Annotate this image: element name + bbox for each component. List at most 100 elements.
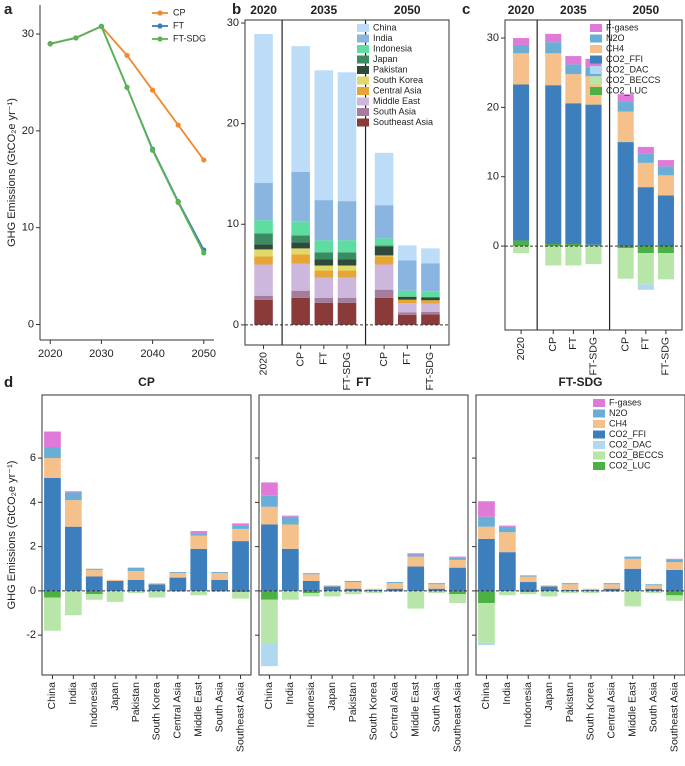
bar-segment [323,585,341,587]
bar-segment [254,220,273,234]
bar-segment [211,590,229,592]
legend-swatch [590,87,602,95]
bar-segment [232,528,249,542]
point [175,122,181,128]
bar-segment [323,586,341,591]
bar-segment [314,252,334,260]
bar-segment [374,297,394,325]
bar-segment [386,583,404,589]
legend-label: CO2_LUC [606,85,648,95]
bar-segment [148,590,166,598]
bar-segment [314,240,334,253]
bar-segment [407,566,425,591]
bar-segment [85,569,103,577]
bar-segment [261,590,278,600]
legend-swatch [357,87,369,95]
legend-swatch [357,108,369,116]
bar-segment [337,240,357,253]
bar-segment [428,590,446,594]
bar-segment [302,573,320,575]
bar-segment [657,195,674,247]
bar-segment [44,478,61,591]
bar-segment [478,538,495,591]
bar-segment [344,580,362,583]
bar-segment [561,589,579,591]
bar-segment [657,246,674,254]
bar-segment [421,314,440,325]
legend-label: Southeast Asia [373,117,433,127]
bar-segment [617,94,634,102]
bar-segment [314,70,334,201]
bar-segment [148,583,166,585]
legend-swatch [590,76,602,85]
bar-segment [565,103,582,245]
legend-swatch [357,24,369,32]
panel-label: d [4,374,13,391]
bar-segment [254,256,273,265]
bar-segment [545,244,562,247]
bar-segment [624,590,642,607]
bar-segment [478,642,495,646]
bar-segment [398,290,417,297]
bar-segment [513,246,530,254]
x-tick-label: South Korea [151,682,163,741]
y-tick-label: 0 [493,240,499,252]
bar-segment [281,590,299,600]
legend-label: India [373,33,393,43]
y-tick-label: 2 [30,541,36,553]
bar-segment [666,595,683,601]
bar-segment [314,302,334,325]
bar-segment [498,526,516,533]
bar-segment [254,264,273,296]
bar-segment [421,263,440,292]
bar-segment [657,253,674,280]
bar-segment [127,567,145,571]
bar-segment [428,588,446,591]
legend-swatch [593,399,605,407]
x-tick-label: China [46,682,58,710]
bar-segment [421,300,440,304]
bar-segment [565,246,582,266]
group-label: 2050 [632,3,659,17]
y-tick-label: -2 [26,629,36,641]
bar-segment [374,238,394,246]
bar-segment [637,146,654,154]
bar-segment [64,590,82,616]
bar-segment [478,590,495,604]
bar-segment [585,104,602,245]
bar-segment [513,53,530,85]
x-tick-label: FT-SDG [341,352,353,391]
legend-label: CO2_FFI [609,429,646,439]
bar-segment [190,590,208,596]
x-tick-label: Indonesia [522,682,534,728]
bar-segment [365,590,383,594]
bar-segment [291,290,310,298]
bar-segment [190,548,208,591]
bar-segment [561,590,579,594]
bar-segment [428,583,446,585]
bar-segment [498,525,516,527]
x-tick-label: India [67,682,79,705]
bar-segment [374,245,394,247]
bar-segment [565,64,582,75]
bar-segment [254,233,273,245]
bar-segment [44,597,61,631]
bar-segment [44,590,61,598]
point [124,84,130,90]
panel-label: a [4,1,13,18]
point [124,52,130,58]
bar-segment [449,567,466,591]
legend-label: China [373,22,397,32]
bar-segment [513,84,530,241]
bar-segment [657,175,674,196]
legend-swatch [593,430,605,439]
bar-segment [657,160,674,167]
bar-segment [603,584,621,589]
bar-segment [261,482,278,496]
bar-segment [254,244,273,250]
bar-segment [127,579,145,591]
bar-segment [291,242,310,249]
point [73,35,79,41]
y-axis-label: GHG Emissions (GtCO₂e yr⁻¹) [6,98,18,247]
bar-segment [323,590,341,597]
